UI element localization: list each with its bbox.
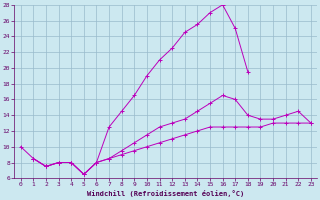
X-axis label: Windchill (Refroidissement éolien,°C): Windchill (Refroidissement éolien,°C) xyxy=(87,190,244,197)
